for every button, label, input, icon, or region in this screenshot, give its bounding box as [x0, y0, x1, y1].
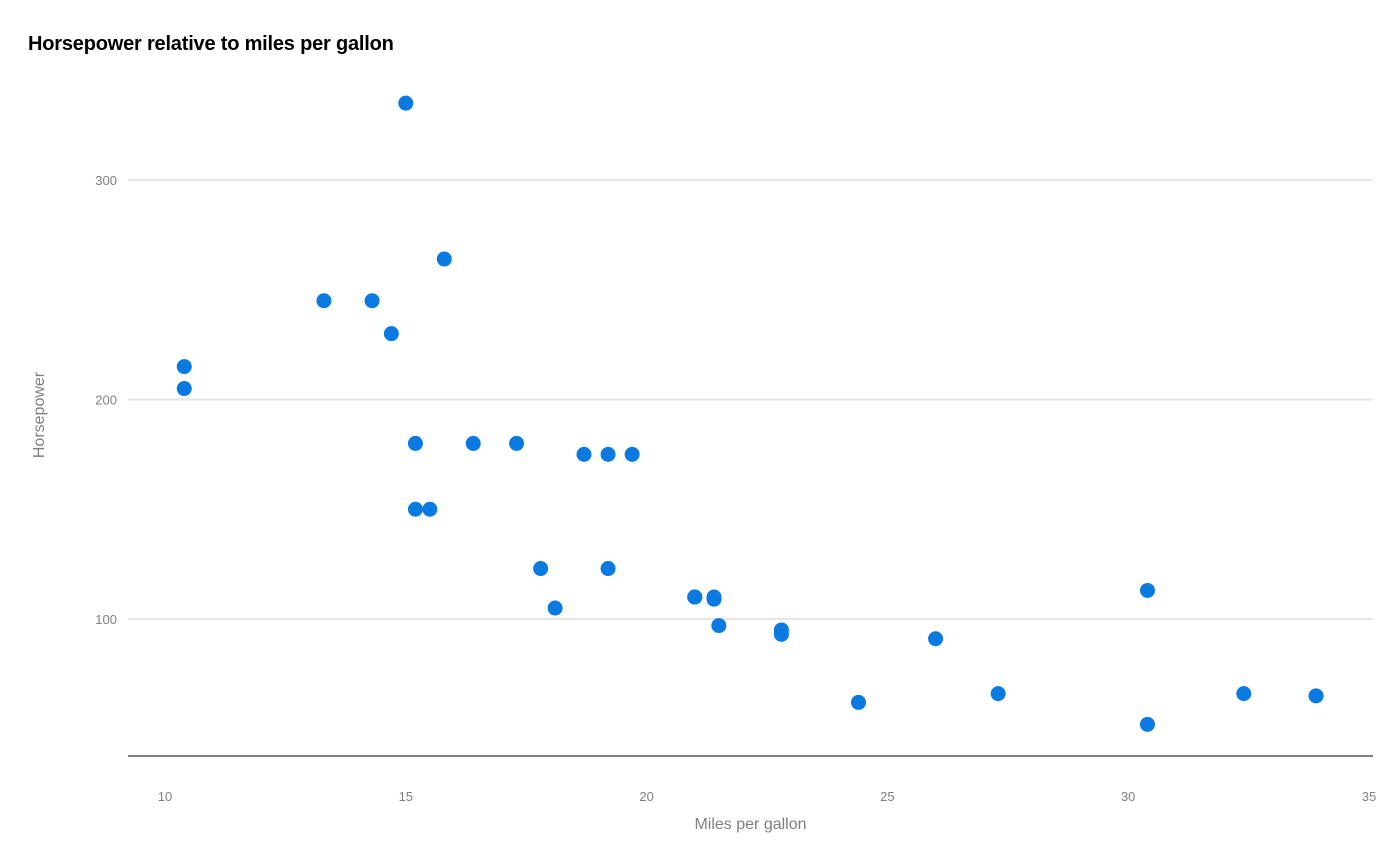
- data-point[interactable]: [624, 446, 640, 462]
- data-point[interactable]: [176, 381, 192, 397]
- y-axis-ticks: 100 200 300: [95, 173, 117, 627]
- data-point[interactable]: [851, 694, 867, 710]
- y-tick-label: 100: [95, 612, 117, 627]
- x-axis-label: Miles per gallon: [694, 816, 806, 833]
- x-tick-label: 10: [158, 789, 172, 804]
- data-point[interactable]: [600, 446, 616, 462]
- data-point[interactable]: [1236, 686, 1252, 702]
- x-tick-label: 35: [1362, 789, 1376, 804]
- data-point[interactable]: [407, 435, 423, 451]
- data-point[interactable]: [928, 631, 944, 647]
- data-point[interactable]: [1139, 716, 1155, 732]
- data-point[interactable]: [547, 600, 563, 616]
- x-axis-ticks: 10 15 20 25 30 35: [158, 789, 1376, 804]
- data-point[interactable]: [465, 435, 481, 451]
- data-point[interactable]: [509, 435, 525, 451]
- x-tick-label: 25: [880, 789, 894, 804]
- data-point[interactable]: [533, 561, 549, 577]
- data-point[interactable]: [687, 589, 703, 605]
- data-point[interactable]: [407, 501, 423, 517]
- data-point[interactable]: [1139, 582, 1155, 598]
- data-point[interactable]: [398, 95, 414, 111]
- data-point[interactable]: [711, 618, 727, 634]
- y-tick-label: 200: [95, 393, 117, 408]
- x-tick-label: 30: [1121, 789, 1135, 804]
- x-tick-label: 20: [639, 789, 653, 804]
- data-point[interactable]: [990, 686, 1006, 702]
- data-point[interactable]: [576, 446, 592, 462]
- data-points: [176, 95, 1324, 732]
- chart-title: Horsepower relative to miles per gallon: [28, 33, 394, 55]
- data-point[interactable]: [383, 326, 399, 342]
- data-point[interactable]: [176, 359, 192, 375]
- data-point[interactable]: [436, 251, 452, 267]
- data-point[interactable]: [422, 501, 438, 517]
- y-axis-label: Horsepower: [31, 371, 48, 458]
- x-tick-label: 15: [399, 789, 413, 804]
- data-point[interactable]: [773, 622, 789, 638]
- data-point[interactable]: [316, 293, 332, 309]
- data-point[interactable]: [364, 293, 380, 309]
- data-point[interactable]: [1308, 688, 1324, 704]
- grid-lines: [128, 179, 1373, 620]
- data-point[interactable]: [706, 591, 722, 607]
- data-point[interactable]: [600, 561, 616, 577]
- y-tick-label: 300: [95, 173, 117, 188]
